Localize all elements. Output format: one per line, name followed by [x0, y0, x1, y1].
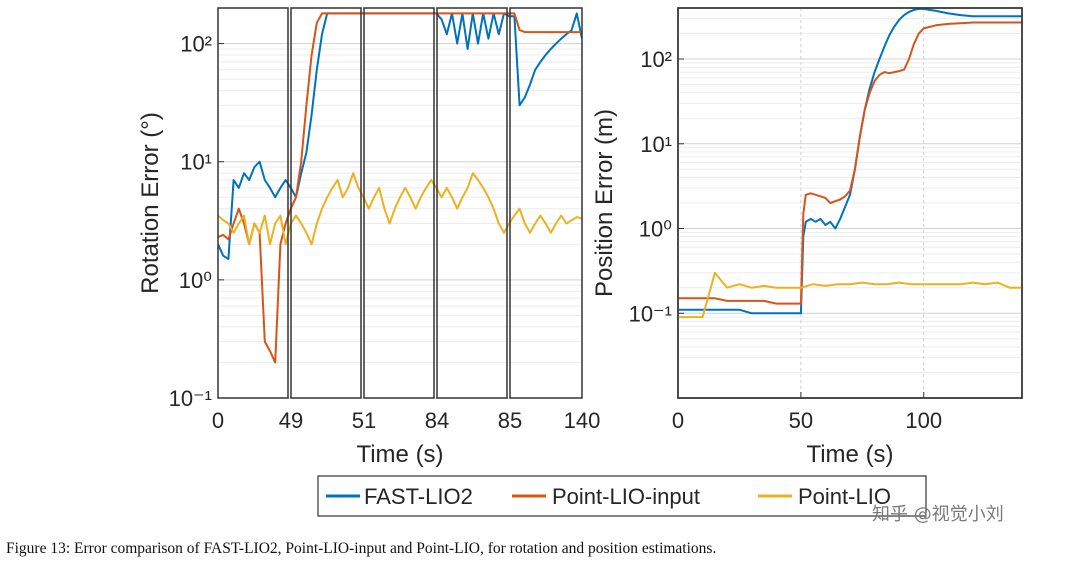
position-x-tick-label: 100 [905, 408, 942, 433]
segment-frame-85-140 [509, 7, 583, 399]
position-y-tick-label: 10⁻¹ [629, 301, 672, 326]
position-x-tick-label: 0 [672, 408, 684, 433]
figure-svg: 10⁻¹ 10⁰ 10¹ 10² 0 49 51 84 85 140 Rotation Erro… [137, 7, 1023, 517]
rotation-x-tick-label: 0 [212, 408, 224, 433]
rotation-x-tick-label: 51 [352, 408, 376, 433]
rotation-y-tick-label: 10² [180, 32, 212, 57]
rotation-plot-background [218, 8, 582, 398]
rotation-y-tick-label: 10⁰ [179, 268, 212, 293]
watermark: 知乎 @视觉小刘 [872, 504, 1004, 525]
position-x-tick-label: 50 [789, 408, 813, 433]
rotation-x-tick-label: 84 [425, 408, 449, 433]
legend-box [317, 475, 927, 517]
rotation-series-line-2 [218, 172, 582, 246]
figure-caption: Figure 13: Error comparison of FAST-LIO2… [6, 540, 717, 557]
segment-frame-51-84 [363, 7, 435, 399]
segment-frame-0-49 [217, 7, 289, 399]
segment-frame-49-51 [290, 7, 362, 399]
position-series-line-1 [678, 21, 1022, 305]
legend: FAST-LIO2 Point-LIO-input Point-LIO [317, 475, 927, 517]
rotation-x-tick-label: 85 [498, 408, 522, 433]
rotation-y-label: Rotation Error (°) [137, 112, 164, 294]
legend-label-point-lio: Point-LIO [798, 484, 891, 509]
position-y-ticks: 10⁻¹ 10⁰ 10¹ 10² [629, 47, 684, 326]
rotation-x-ticks: 0 49 51 84 85 140 [212, 408, 600, 433]
rotation-series-line-1 [218, 12, 582, 364]
rotation-y-ticks: 10⁻¹ 10⁰ 10¹ 10² [169, 32, 224, 411]
legend-label-point-lio-input: Point-LIO-input [552, 484, 700, 509]
position-x-ticks: 0 50 100 [672, 392, 942, 433]
rotation-x-label: Time (s) [356, 441, 443, 468]
segment-frame-84-85 [436, 7, 508, 399]
rotation-y-tick-label: 10¹ [180, 150, 212, 175]
rotation-x-tick-label: 49 [279, 408, 303, 433]
rotation-panel: 10⁻¹ 10⁰ 10¹ 10² 0 49 51 84 85 140 Rotation Erro… [137, 7, 600, 468]
position-y-tick-label: 10² [640, 47, 672, 72]
position-x-label: Time (s) [806, 441, 893, 468]
rotation-x-tick-label: 140 [564, 408, 601, 433]
position-y-tick-label: 10¹ [640, 132, 672, 157]
position-y-tick-label: 10⁰ [639, 217, 672, 242]
position-series-line-2 [678, 271, 1022, 319]
position-series [678, 8, 1022, 319]
rotation-y-tick-label: 10⁻¹ [169, 386, 212, 411]
position-y-label: Position Error (m) [591, 109, 618, 297]
legend-label-fast-lio2: FAST-LIO2 [364, 484, 473, 509]
rotation-series [218, 12, 582, 364]
position-plot-frame [677, 7, 1023, 399]
